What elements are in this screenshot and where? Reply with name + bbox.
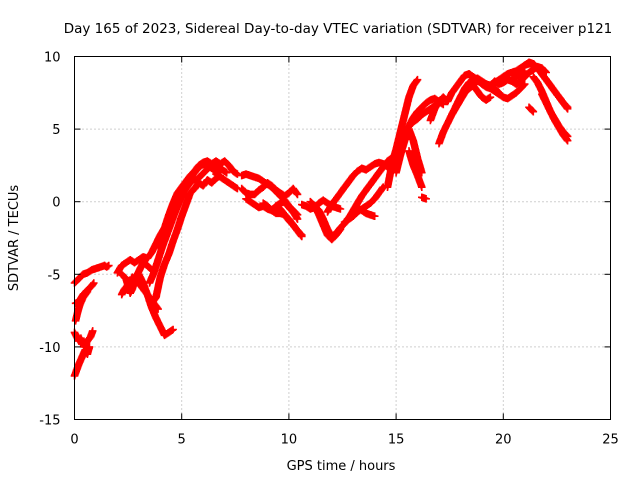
marker-path (154, 160, 222, 250)
marker-path (520, 58, 572, 113)
marker-path (405, 147, 426, 191)
x-tick-label: 5 (178, 433, 186, 448)
x-tick-label: 20 (495, 433, 512, 448)
grid-lines (74, 56, 611, 420)
plot-frame (74, 56, 611, 420)
x-axis-label: GPS time / hours (287, 459, 396, 474)
marker-path (306, 197, 345, 244)
y-tick-label: -10 (39, 341, 60, 356)
marker-path (272, 202, 306, 241)
y-axis: -15 -10 -5 0 5 10 (39, 51, 611, 429)
series-track-22 (306, 197, 345, 244)
series-track-30 (405, 147, 426, 191)
marker-path (323, 158, 396, 216)
y-tick-label: 0 (52, 196, 60, 211)
marker-path (508, 67, 529, 84)
series-track-27 (388, 75, 422, 168)
series-track-39 (525, 103, 538, 116)
x-tick-label: 10 (281, 433, 298, 448)
marker-path (237, 179, 302, 200)
series-track-36 (465, 70, 529, 103)
series-track-23 (323, 158, 396, 216)
series-track-12 (147, 171, 225, 308)
series-track-14 (212, 170, 242, 193)
marker-path (71, 287, 92, 325)
marker-path (100, 261, 113, 271)
series-track-25 (353, 203, 379, 220)
series-track-38 (520, 58, 572, 113)
x-tick-label: 25 (602, 433, 619, 448)
series-track-31 (418, 193, 430, 203)
marker-path (147, 171, 225, 308)
series-track-28 (392, 125, 426, 177)
x-axis: 0 5 10 15 20 25 (70, 56, 619, 448)
marker-path (465, 70, 529, 103)
marker-path (353, 203, 379, 220)
series-track-13 (154, 160, 222, 250)
marker-path (418, 193, 430, 203)
marker-path (392, 125, 426, 177)
series-track-16 (237, 179, 302, 200)
data-points (70, 58, 572, 380)
marker-path (388, 75, 422, 168)
series-track-41 (538, 90, 572, 141)
series-track-37 (508, 67, 529, 84)
series-track-05 (71, 287, 92, 325)
x-tick-label: 15 (388, 433, 405, 448)
y-axis-label: SDTVAR / TECUs (7, 185, 22, 292)
chart-title: Day 165 of 2023, Sidereal Day-to-day VTE… (64, 21, 613, 37)
marker-path (538, 90, 572, 141)
series-track-19 (272, 202, 306, 241)
y-tick-label: -15 (39, 414, 60, 429)
marker-path (525, 103, 538, 116)
x-tick-label: 0 (70, 433, 78, 448)
series-track-06 (100, 261, 113, 271)
y-tick-label: 5 (52, 123, 60, 138)
marker-path (212, 170, 242, 193)
y-tick-label: -5 (48, 268, 61, 283)
y-tick-label: 10 (44, 51, 61, 66)
